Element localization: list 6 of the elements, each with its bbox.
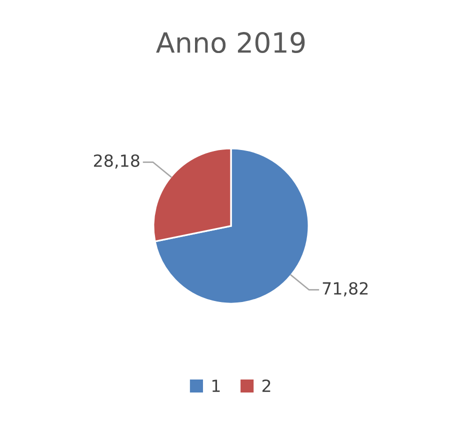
legend-label: 1 — [212, 380, 220, 392]
data-label: 28,18 — [94, 154, 140, 169]
data-label: 71,82 — [322, 282, 368, 296]
chart-title: Anno 2019 — [156, 32, 305, 54]
pie-slice — [154, 148, 310, 304]
legend-label: 2 — [262, 379, 270, 392]
